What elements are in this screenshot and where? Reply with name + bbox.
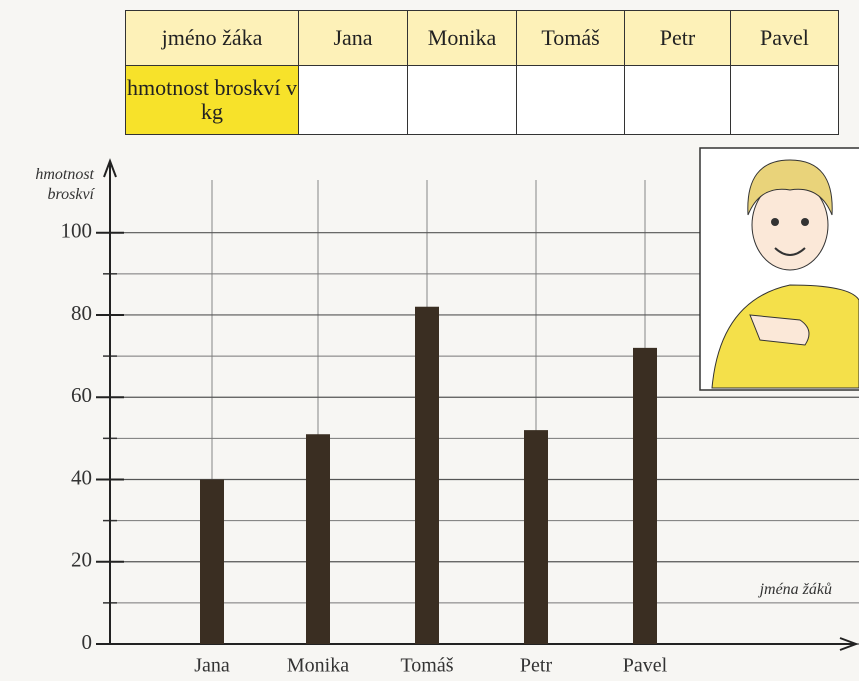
y-tick-label: 0	[82, 630, 93, 654]
y-tick-label: 80	[71, 301, 92, 325]
bar	[306, 434, 330, 644]
chart: 0 20 40 60 80 100 Jana Monika Tomáš Petr Pavel	[0, 0, 859, 681]
y-tick-label: 100	[61, 219, 93, 243]
x-axis-label: jména žáků	[752, 580, 832, 600]
y-tick-label: 20	[71, 548, 92, 572]
page: jméno žákaJanaMonikaTomášPetrPavel hmotn…	[0, 0, 859, 681]
x-tick-label: Petr	[520, 655, 553, 677]
x-tick-label: Jana	[194, 655, 230, 677]
x-tick-label: Pavel	[623, 655, 668, 677]
x-tick-label: Monika	[287, 655, 349, 677]
y-axis-label: hmotnost broskví	[2, 165, 94, 205]
bar	[415, 307, 439, 644]
bar	[633, 348, 657, 644]
x-tick-label: Tomáš	[400, 655, 453, 677]
bar	[524, 430, 548, 644]
y-tick-label: 60	[71, 383, 92, 407]
bar	[200, 479, 224, 644]
y-tick-label: 40	[71, 465, 92, 489]
